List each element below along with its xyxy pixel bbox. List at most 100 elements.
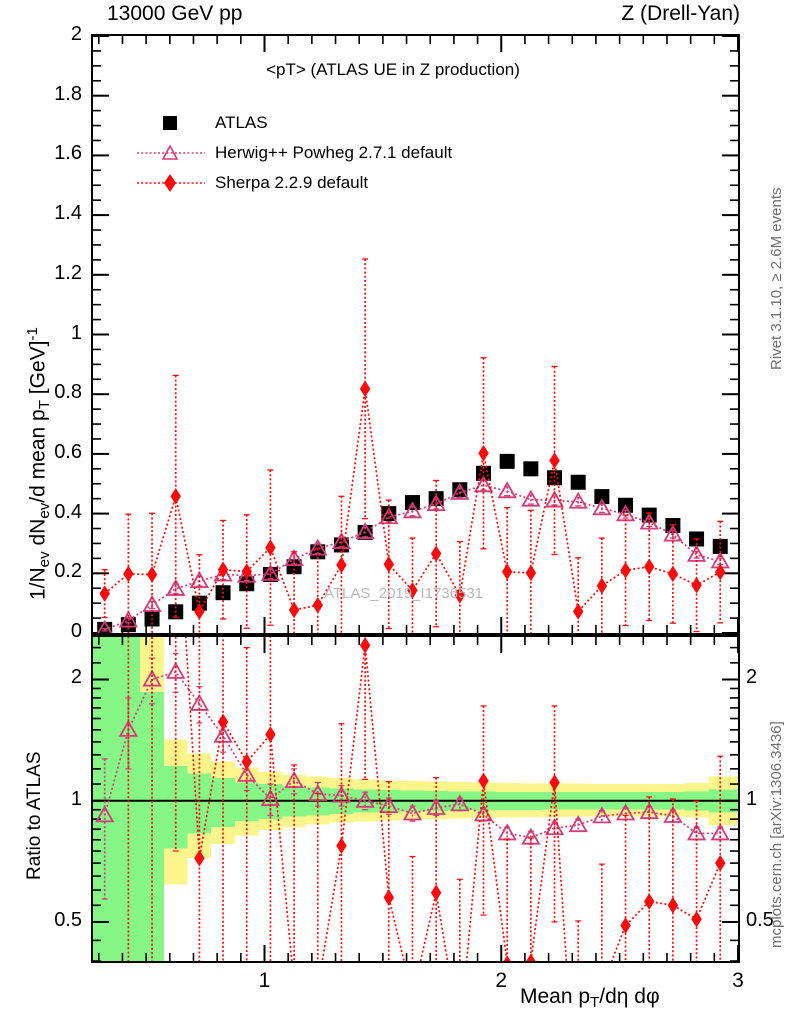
main-y-tick-label: 1.4: [54, 202, 82, 225]
ratio-y-tick-label-right: 1: [746, 787, 758, 810]
data-marker-triangle: [544, 818, 565, 836]
data-marker-diamond: [312, 596, 323, 614]
data-marker-diamond: [241, 563, 252, 580]
data-marker-triangle: [166, 661, 186, 679]
main-y-tick-label: 1.2: [54, 261, 82, 284]
data-marker-diamond: [123, 565, 134, 583]
x-tick-label: 3: [732, 969, 744, 992]
ratio-y-axis-title: Ratio to ATLAS: [24, 751, 45, 881]
mcplots-source-label: mcplots.cern.ch [arXiv:1306.3436]: [768, 721, 785, 948]
data-marker-triangle: [639, 512, 659, 530]
data-marker-triangle: [568, 491, 588, 509]
data-marker-diamond: [359, 637, 371, 654]
data-marker-diamond: [503, 955, 511, 961]
data-marker-triangle: [521, 489, 541, 507]
data-marker-triangle: [237, 764, 257, 782]
legend-marker-square: [163, 116, 177, 130]
y-axis-ticks: [93, 36, 738, 633]
data-marker-square: [97, 621, 113, 633]
ratio-series-line: [103, 670, 721, 839]
data-marker-diamond: [667, 897, 679, 914]
data-marker-square: [286, 559, 302, 575]
data-marker-diamond: [620, 917, 631, 934]
main-y-tick-label: 1.8: [54, 82, 82, 105]
data-marker-diamond: [572, 603, 584, 620]
data-marker-triangle: [189, 571, 210, 589]
data-marker-diamond: [715, 854, 726, 872]
data-marker-triangle: [355, 522, 375, 540]
data-marker-triangle: [331, 785, 352, 803]
data-marker-triangle: [473, 475, 494, 493]
main-plot-canvas: [93, 36, 738, 633]
data-marker-diamond: [549, 774, 560, 791]
ratio-y-tick-label-right: 2: [746, 666, 758, 689]
data-marker-diamond: [501, 563, 513, 581]
ratio-inner-uncertainty-band: [93, 637, 738, 961]
x-tick-label: 1: [258, 969, 271, 992]
data-marker-square: [570, 474, 586, 490]
main-y-tick-label: 1.6: [54, 142, 82, 165]
data-marker-diamond: [691, 910, 702, 928]
data-marker-diamond: [691, 576, 702, 594]
main-y-tick-label: 0.4: [54, 500, 82, 523]
legend-label-herwig: Herwig++ Powheg 2.7.1 default: [215, 143, 453, 162]
data-marker-diamond: [643, 558, 655, 575]
series-line: [104, 388, 721, 614]
data-marker-triangle: [426, 797, 446, 815]
data-marker-square: [499, 453, 515, 469]
ratio-series-sherpa: [127, 637, 726, 961]
ratio-y-tick-label-left: 0.5: [54, 908, 82, 931]
data-marker-triangle: [189, 693, 210, 711]
data-marker-triangle: [379, 507, 399, 525]
data-marker-diamond: [241, 753, 252, 770]
data-marker-triangle: [450, 794, 470, 812]
x-tick-label: 2: [495, 969, 508, 992]
data-marker-triangle: [97, 619, 113, 633]
data-marker-diamond: [194, 849, 205, 867]
data-marker-triangle: [355, 790, 375, 808]
ratio-y-tick-label-left: 2: [70, 666, 82, 689]
data-marker-square: [712, 538, 728, 554]
data-marker-square: [191, 595, 207, 611]
data-marker-diamond: [667, 565, 679, 583]
data-marker-triangle: [450, 482, 470, 500]
legend-label-sherpa: Sherpa 2.2.9 default: [215, 173, 369, 192]
data-marker-diamond: [478, 772, 489, 790]
x-axis-title: Mean pT/dη dφ: [520, 985, 660, 1012]
data-marker-diamond: [265, 726, 276, 743]
data-marker-diamond: [620, 562, 631, 579]
analysis-watermark: ATLAS_2019_I1736531: [324, 585, 484, 602]
data-marker-diamond: [265, 539, 276, 556]
data-marker-diamond: [146, 566, 158, 583]
x-axis-ticks: [97, 637, 738, 961]
data-marker-triangle: [568, 815, 588, 833]
ratio-plot-panel: [91, 635, 740, 963]
data-marker-triangle: [497, 481, 517, 499]
ratio-y-tick-label-left: 1: [70, 787, 82, 810]
data-marker-diamond: [525, 564, 537, 582]
data-marker-diamond: [288, 601, 300, 619]
data-marker-diamond: [217, 561, 229, 578]
main-y-tick-label: 2: [70, 23, 82, 45]
data-marker-triangle: [592, 806, 612, 824]
legend-marker-triangle-open: [137, 144, 205, 160]
data-marker-triangle: [308, 783, 328, 801]
series-sherpa: [99, 258, 726, 633]
data-marker-triangle: [118, 610, 139, 628]
legend-label-atlas: ATLAS: [215, 113, 268, 132]
data-marker-triangle: [95, 805, 115, 823]
legend-marker-diamond: [137, 174, 205, 192]
main-y-tick-label: 1: [70, 321, 82, 344]
main-y-tick-label: 0: [70, 620, 82, 642]
ratio-y-tick-label-right: 0.5: [746, 908, 774, 931]
data-marker-triangle: [237, 565, 257, 583]
data-marker-square: [594, 489, 610, 505]
main-y-tick-label: 0.2: [54, 560, 82, 583]
main-y-tick-label: 0.6: [54, 440, 82, 463]
data-marker-diamond: [170, 488, 181, 505]
data-marker-diamond: [526, 953, 536, 961]
data-marker-diamond: [407, 582, 418, 599]
data-marker-diamond: [478, 445, 489, 462]
data-marker-diamond: [715, 563, 726, 581]
data-marker-diamond: [549, 452, 560, 469]
